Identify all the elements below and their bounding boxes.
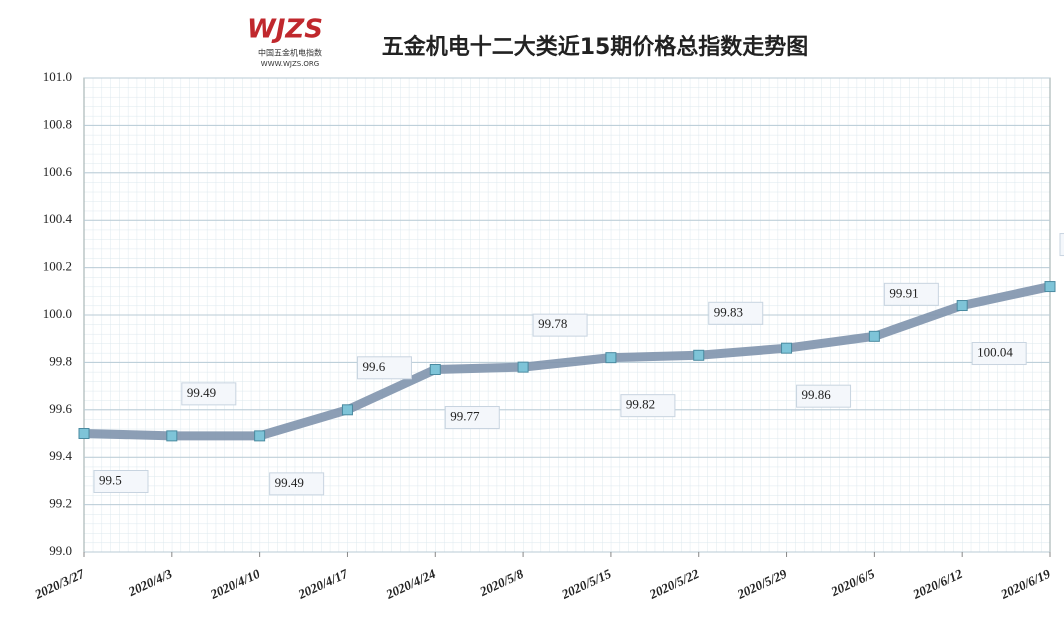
data-label-text: 100.04 bbox=[977, 345, 1013, 360]
x-tick-label: 2020/4/3 bbox=[125, 566, 175, 600]
y-tick-label: 99.4 bbox=[49, 448, 72, 463]
x-tick-label: 2020/5/29 bbox=[734, 566, 789, 603]
x-tick-label: 2020/6/12 bbox=[910, 566, 965, 603]
x-tick-label: 2020/5/8 bbox=[476, 566, 526, 600]
data-label: 99.82 bbox=[620, 394, 676, 418]
marker bbox=[429, 364, 441, 376]
y-tick-label: 100.4 bbox=[43, 211, 73, 226]
x-tick-label: 2020/5/22 bbox=[646, 566, 701, 603]
y-tick-label: 99.6 bbox=[49, 401, 72, 416]
marker bbox=[956, 300, 968, 312]
y-tick-label: 99.2 bbox=[49, 496, 72, 511]
data-label: 99.5 bbox=[93, 470, 149, 493]
data-label-text: 99.49 bbox=[187, 385, 216, 400]
data-label-text: 99.78 bbox=[538, 316, 567, 331]
x-tick-label: 2020/6/19 bbox=[997, 566, 1052, 603]
data-label-box bbox=[708, 301, 764, 325]
data-label-box bbox=[532, 313, 588, 337]
data-label: 99.83 bbox=[708, 301, 764, 325]
y-tick-label: 100.8 bbox=[43, 116, 72, 131]
data-label-text: 99.6 bbox=[362, 359, 385, 374]
marker bbox=[868, 330, 880, 342]
data-label-box bbox=[356, 356, 412, 380]
data-label-box bbox=[269, 472, 325, 496]
y-tick-label: 100.2 bbox=[43, 259, 72, 274]
logo-subtitle: 中国五金机电指数 bbox=[258, 48, 322, 58]
data-label-text: 99.77 bbox=[450, 408, 480, 423]
y-tick-label: 99.8 bbox=[49, 353, 72, 368]
y-tick-label: 100.0 bbox=[43, 306, 72, 321]
y-tick-label: 101.0 bbox=[43, 69, 72, 84]
data-label-text: 99.82 bbox=[626, 397, 655, 412]
data-label: 100.04 bbox=[971, 342, 1027, 366]
data-label: 99.49 bbox=[269, 472, 325, 496]
marker bbox=[166, 430, 178, 442]
data-label-box bbox=[93, 470, 149, 493]
chart-title: 五金机电十二大类近15期价格总指数走势图 bbox=[382, 34, 809, 60]
data-label: 99.49 bbox=[181, 382, 237, 406]
logo: WJZS 中国五金机电指数 WWW.WJZS.ORG bbox=[247, 15, 323, 69]
marker bbox=[693, 349, 705, 361]
data-label-box bbox=[620, 394, 676, 418]
x-tick-label: 2020/5/15 bbox=[558, 566, 613, 603]
marker bbox=[781, 342, 793, 354]
x-tick-label: 2020/4/24 bbox=[383, 566, 438, 603]
data-label: 99.86 bbox=[796, 384, 852, 408]
x-tick-label: 2020/3/27 bbox=[31, 566, 86, 603]
data-label: 99.78 bbox=[532, 313, 588, 337]
data-label: 99.91 bbox=[883, 282, 939, 306]
data-label: 99.77 bbox=[444, 406, 500, 430]
x-tick-label: 2020/4/10 bbox=[207, 566, 262, 603]
y-tick-label: 99.0 bbox=[49, 543, 72, 558]
y-tick-label: 100.6 bbox=[43, 164, 73, 179]
logo-text: WJZS bbox=[247, 15, 323, 45]
marker bbox=[341, 404, 353, 416]
x-tick-label: 2020/4/17 bbox=[295, 566, 350, 603]
line bbox=[79, 282, 1055, 441]
data-label: 99.6 bbox=[356, 356, 412, 380]
marker bbox=[605, 352, 617, 364]
data-label-text: 99.91 bbox=[889, 285, 918, 300]
data-label-box bbox=[971, 342, 1027, 366]
data-label-text: 99.83 bbox=[714, 304, 743, 319]
x-tick-label: 2020/6/5 bbox=[828, 566, 878, 600]
data-label-box bbox=[181, 382, 237, 406]
data-label: 100.12 bbox=[1059, 233, 1064, 257]
data-label-box bbox=[1059, 233, 1064, 257]
data-label-text: 99.49 bbox=[275, 475, 304, 490]
data-label-box bbox=[444, 406, 500, 430]
marker bbox=[78, 428, 90, 439]
marker bbox=[517, 361, 529, 373]
logo-url: WWW.WJZS.ORG bbox=[261, 60, 319, 68]
data-label-text: 99.5 bbox=[99, 472, 122, 487]
data-label-box bbox=[883, 282, 939, 306]
data-label-box bbox=[796, 384, 852, 408]
marker bbox=[1044, 281, 1056, 293]
marker bbox=[254, 430, 266, 442]
data-label-text: 99.86 bbox=[802, 387, 832, 402]
